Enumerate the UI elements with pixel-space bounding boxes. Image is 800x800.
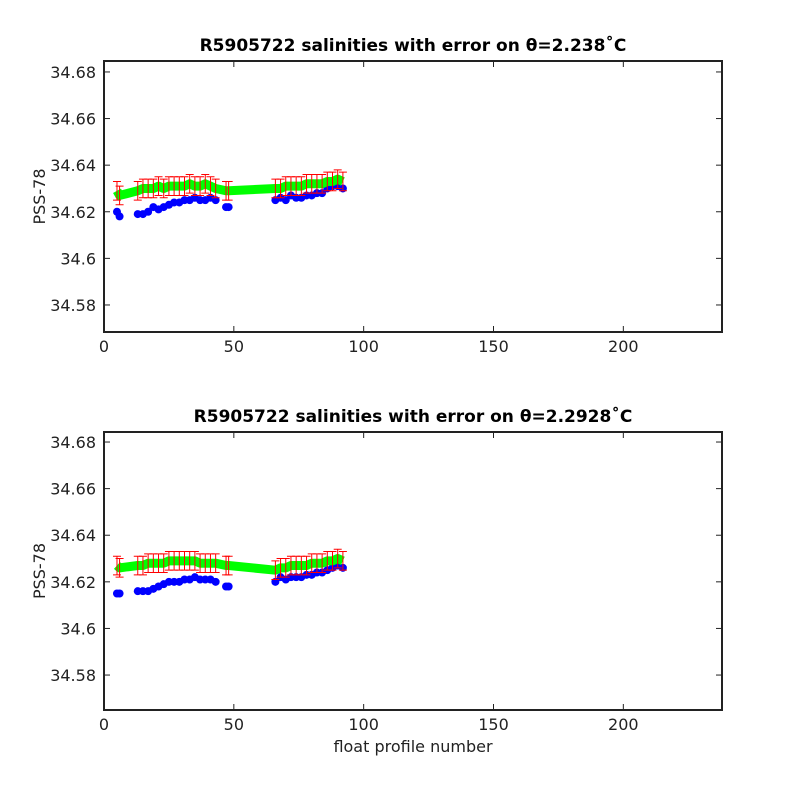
y-tick-label: 34.64 [50, 526, 96, 545]
error-bar [328, 171, 337, 192]
y-tick-label: 34.66 [50, 110, 96, 129]
error-bar [115, 185, 124, 206]
float-salinity [144, 207, 153, 216]
x-tick-label: 100 [348, 715, 379, 734]
y-tick-label: 34.62 [50, 203, 96, 222]
float-salinity [115, 212, 124, 221]
error-bar [271, 560, 280, 581]
error-bar [201, 173, 210, 194]
error-bar [154, 176, 163, 196]
x-tick-label: 0 [99, 337, 109, 356]
mapped-band [113, 554, 345, 575]
error-bar [180, 176, 189, 196]
x-tick-label: 50 [224, 337, 244, 356]
y-tick-label: 34.6 [60, 619, 96, 638]
y-axis-label: PSS-78 [30, 168, 49, 224]
error-bar [185, 173, 194, 194]
y-tick-label: 34.58 [50, 666, 96, 685]
x-tick-label: 200 [608, 715, 639, 734]
error-bar [297, 176, 306, 196]
error-bar [138, 555, 147, 576]
error-bar [190, 551, 199, 571]
error-bar [211, 553, 220, 574]
x-tick-label: 100 [348, 337, 379, 356]
error-bar [159, 553, 168, 574]
x-tick-label: 50 [224, 715, 244, 734]
y-tick-label: 34.68 [50, 433, 96, 452]
float-salinity [211, 577, 220, 586]
y-tick-label: 34.6 [60, 249, 96, 268]
x-tick-label: 150 [478, 715, 509, 734]
y-tick-label: 34.64 [50, 156, 96, 175]
error-bar [276, 178, 285, 199]
x-tick-label: 200 [608, 337, 639, 356]
chart-title: R5905722 salinities with error on θ=2.29… [194, 405, 633, 427]
error-bar [206, 176, 215, 196]
x-axis-label: float profile number [333, 737, 493, 756]
error-bar [211, 178, 220, 199]
float-salinity [115, 589, 124, 598]
error-bar [224, 180, 233, 201]
x-tick-label: 150 [478, 337, 509, 356]
error-bar [302, 555, 311, 576]
error-bar [196, 176, 205, 196]
chart-title: R5905722 salinities with error on θ=2.23… [200, 34, 627, 56]
mapped-band [113, 174, 345, 200]
error-bar [281, 558, 290, 578]
axes-frame [103, 431, 723, 711]
error-bar [338, 551, 347, 571]
error-bar [159, 178, 168, 199]
x-tick-label: 0 [99, 715, 109, 734]
float-salinity [224, 582, 233, 591]
error-bar [333, 169, 342, 189]
plot-area [104, 432, 722, 710]
y-tick-label: 34.66 [50, 480, 96, 499]
error-bar [318, 553, 327, 574]
error-bar [133, 180, 142, 201]
y-tick-label: 34.68 [50, 63, 96, 82]
error-bar [338, 171, 347, 192]
error-bar [149, 178, 158, 199]
error-bar [224, 555, 233, 576]
y-tick-label: 34.62 [50, 573, 96, 592]
axes-frame [103, 60, 723, 333]
y-tick-label: 34.58 [50, 296, 96, 315]
y-axis-label: PSS-78 [30, 543, 49, 599]
float-salinity [224, 203, 233, 212]
error-bar [333, 548, 342, 569]
error-bar [115, 558, 124, 578]
error-bar [328, 551, 337, 571]
error-bar [318, 173, 327, 194]
